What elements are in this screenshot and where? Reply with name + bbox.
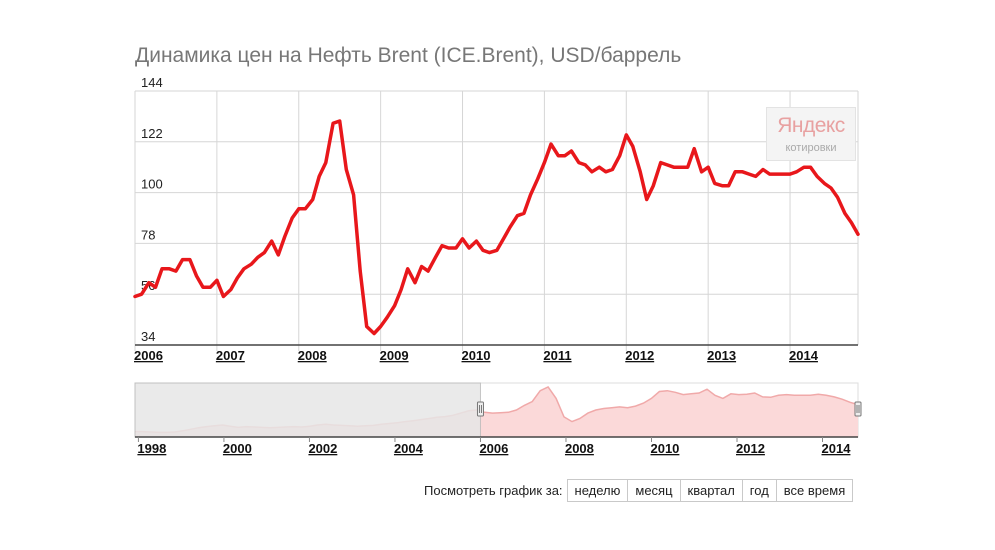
navigator-tick-label: 2012 xyxy=(736,441,765,456)
handle-body xyxy=(476,401,484,417)
grid-layer xyxy=(134,90,859,351)
navigator-tick-label: 2006 xyxy=(479,441,508,456)
x-tick-label: 2011 xyxy=(543,348,571,363)
period-button-week[interactable]: неделю xyxy=(574,482,621,498)
x-tick-label: 2008 xyxy=(298,348,327,363)
x-tick-label: 2014 xyxy=(789,348,819,363)
y-tick-label: 34 xyxy=(141,329,155,344)
y-tick-label: 78 xyxy=(141,227,155,242)
x-tick-label: 2010 xyxy=(462,348,491,363)
logo-subtitle: котировки xyxy=(785,142,837,154)
navigator-tick-label: 2002 xyxy=(308,441,337,456)
series-layer xyxy=(133,119,860,336)
navigator-tick-label: 1998 xyxy=(137,441,166,456)
period-button-all-time[interactable]: все время xyxy=(775,479,852,501)
navigator-handle-right[interactable] xyxy=(854,401,862,417)
period-button-quarter[interactable]: квартал xyxy=(679,479,742,501)
chart-title: Динамика цен на Нефть Brent (ICE.Brent),… xyxy=(135,44,682,67)
navigator-tick-label: 2008 xyxy=(565,441,594,456)
navigator-tick-label: 2000 xyxy=(223,441,252,456)
period-button-group: неделю месяц квартал год все время xyxy=(566,478,854,502)
navigator-tick-label: 2014 xyxy=(822,441,852,456)
x-tick-label: 2013 xyxy=(707,348,736,363)
period-button-month[interactable]: месяц xyxy=(627,479,679,501)
x-axis: 2006 2007 2008 2009 2010 2011 2012 2013 2014 xyxy=(134,344,858,363)
period-selector: Посмотреть график за: неделю месяц кварт… xyxy=(424,478,854,502)
navigator-area xyxy=(135,386,858,437)
x-tick-label: 2007 xyxy=(216,348,245,363)
navigator-tick-label: 2010 xyxy=(650,441,679,456)
x-tick-label: 2012 xyxy=(625,348,654,363)
navigator-tick-label: 2004 xyxy=(394,441,424,456)
period-selector-label: Посмотреть график за: xyxy=(424,482,563,498)
y-tick-label: 144 xyxy=(141,75,163,90)
period-button-year[interactable]: год xyxy=(741,479,776,501)
x-tick-label: 2006 xyxy=(134,348,163,363)
navigator: 1998 2000 2002 2004 2006 2008 2010 2012 2014 xyxy=(134,382,862,456)
navigator-handle-left[interactable] xyxy=(476,401,484,417)
y-tick-label: 122 xyxy=(141,126,163,141)
x-tick-label: 2009 xyxy=(380,348,409,363)
logo-name: Яндекс xyxy=(777,114,845,137)
series-line xyxy=(133,119,860,336)
handle-body xyxy=(854,401,862,417)
yandex-logo: Яндекс котировки xyxy=(766,107,856,161)
y-tick-label: 100 xyxy=(141,177,163,192)
navigator-mask xyxy=(134,382,481,438)
